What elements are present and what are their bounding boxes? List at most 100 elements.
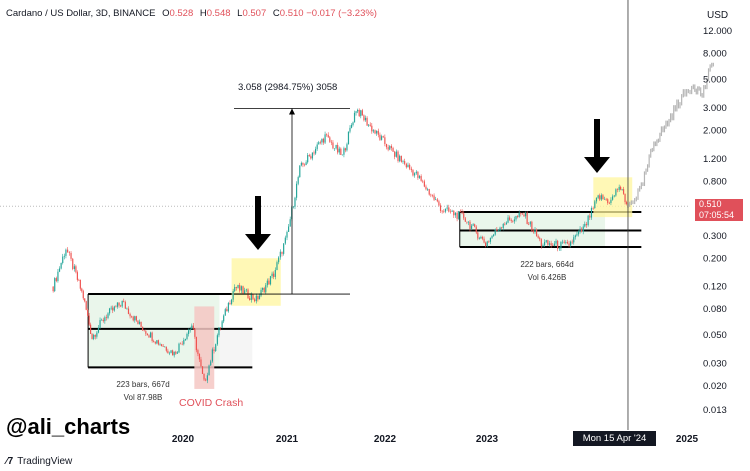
candle-body	[622, 189, 625, 194]
candle-body	[84, 298, 86, 302]
candle-body	[415, 171, 417, 174]
candle-body	[221, 321, 223, 328]
candle-body	[91, 333, 93, 339]
candle-body	[613, 195, 615, 197]
candle-body	[99, 320, 101, 328]
range1-vol-label: Vol 87.98B	[123, 393, 163, 402]
candle-body	[197, 350, 199, 354]
down-arrow-2024-shaft	[594, 119, 600, 159]
candle-body	[535, 229, 538, 237]
candle-body	[425, 186, 427, 190]
candle-body	[385, 144, 388, 148]
candle-body	[132, 316, 134, 321]
candle-body	[499, 227, 501, 231]
candle-body	[427, 189, 429, 190]
candle-body	[560, 242, 562, 249]
candle-body	[229, 303, 231, 304]
candle-body	[387, 147, 389, 150]
candle-body	[107, 313, 109, 318]
candle-body	[126, 308, 128, 310]
candle-body	[105, 317, 108, 318]
candle-body	[335, 144, 337, 149]
candle-body	[178, 343, 180, 353]
candle-body	[397, 151, 399, 161]
candle-body	[561, 241, 564, 243]
candle-body	[195, 336, 197, 351]
candle-body	[390, 146, 393, 149]
candle-body	[412, 170, 414, 176]
candle-body	[502, 223, 504, 228]
candle-body	[93, 334, 95, 339]
candle-body	[308, 155, 310, 157]
candle-body	[227, 303, 230, 312]
candle-body	[501, 227, 503, 229]
candle-body	[456, 212, 458, 219]
candle-body	[621, 189, 623, 190]
candle-body	[110, 307, 112, 309]
range-box-extension	[219, 328, 253, 368]
candle-body	[131, 316, 133, 317]
candle-body	[380, 136, 383, 140]
candle-body	[481, 236, 484, 239]
candle-body	[55, 278, 57, 281]
candle-body	[517, 215, 519, 217]
candle-body	[438, 201, 440, 206]
candle-body	[313, 152, 315, 154]
candle-body	[148, 335, 150, 338]
candle-body	[156, 340, 158, 344]
candle-body	[113, 306, 115, 311]
candle-body	[257, 295, 259, 300]
candle-body	[75, 266, 77, 273]
candle-body	[120, 305, 122, 307]
candle-body	[610, 199, 612, 203]
candle-body	[404, 161, 406, 164]
candle-body	[322, 138, 325, 143]
candle-body	[278, 257, 280, 263]
last-price-badge: 0.510 07:05:54	[695, 199, 743, 221]
brand-footer: ⁄7 TradingView	[6, 456, 72, 467]
candle-body	[615, 189, 617, 196]
candle-body	[78, 279, 80, 281]
candle-body	[115, 306, 117, 308]
candle-body	[175, 351, 177, 354]
candle-body	[164, 346, 166, 348]
candle-body	[505, 222, 508, 225]
candle-body	[537, 236, 539, 238]
candle-body	[347, 131, 350, 145]
candle-body	[366, 117, 368, 126]
candle-body	[458, 211, 460, 219]
candle-body	[121, 300, 123, 307]
candle-body	[76, 272, 78, 280]
candle-body	[297, 177, 299, 184]
candle-body	[523, 214, 525, 217]
candle-body	[531, 221, 533, 231]
y-tick-label: 0.800	[703, 176, 727, 187]
candle-body	[459, 211, 462, 212]
candle-body	[90, 324, 92, 334]
candle-body	[319, 142, 321, 143]
candle-body	[624, 193, 626, 203]
y-tick-label: 3.000	[703, 103, 727, 114]
candle-body	[446, 207, 448, 209]
candle-body	[497, 230, 500, 232]
range2-vol-label: Vol 6.426B	[527, 273, 567, 282]
candle-body	[215, 344, 217, 352]
candle-body	[513, 219, 516, 222]
candle-body	[402, 161, 404, 162]
open-value: 0.528	[169, 8, 194, 19]
candle-body	[448, 207, 450, 212]
candle-body	[142, 326, 144, 331]
y-tick-label: 1.200	[703, 154, 727, 165]
candle-body	[206, 375, 208, 381]
candle-body	[232, 291, 234, 300]
candle-body	[276, 262, 278, 270]
candle-body	[587, 215, 589, 226]
candle-body	[463, 213, 465, 219]
candle-body	[608, 202, 610, 204]
candle-body	[570, 241, 572, 246]
y-tick-label: 0.080	[703, 304, 727, 315]
candle-body	[618, 186, 620, 190]
candle-body	[472, 224, 474, 226]
candle-body	[576, 234, 578, 236]
